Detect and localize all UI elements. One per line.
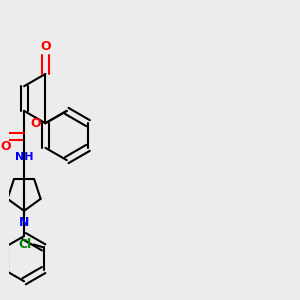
Text: O: O <box>40 40 51 53</box>
Text: N: N <box>19 216 29 229</box>
Text: O: O <box>30 117 41 130</box>
Text: Cl: Cl <box>19 238 32 251</box>
Text: O: O <box>0 140 11 153</box>
Text: NH: NH <box>15 152 33 162</box>
